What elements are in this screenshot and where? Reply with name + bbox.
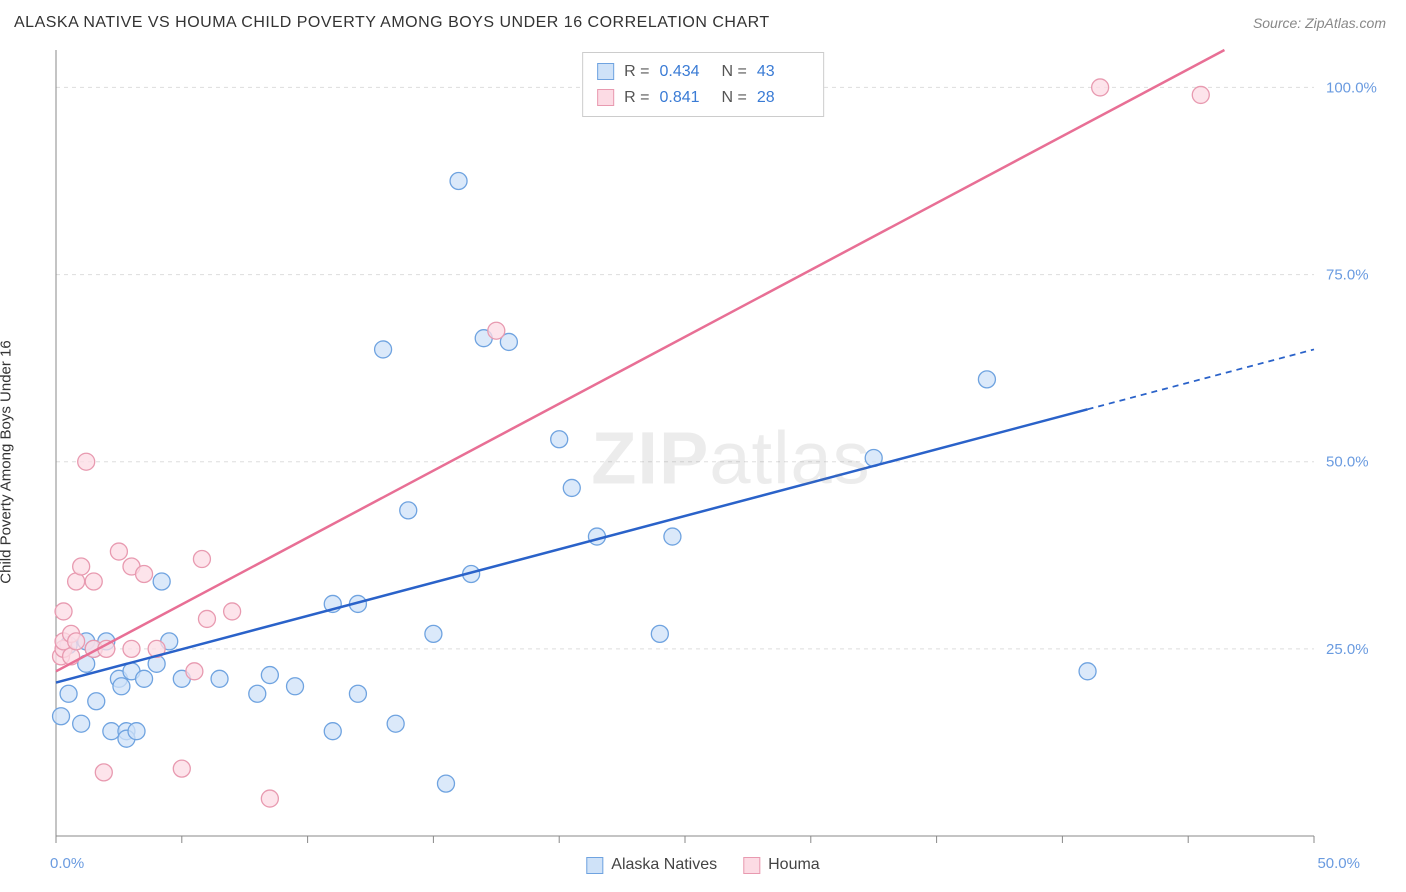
chart-area: Child Poverty Among Boys Under 16 25.0%5… bbox=[14, 46, 1392, 878]
stat-n-value: 43 bbox=[757, 59, 809, 85]
svg-text:25.0%: 25.0% bbox=[1326, 641, 1369, 658]
x-axis-max-label: 50.0% bbox=[1317, 855, 1360, 872]
svg-text:50.0%: 50.0% bbox=[1326, 454, 1369, 471]
stat-n-label: N = bbox=[722, 59, 747, 85]
legend-label: Alaska Natives bbox=[611, 856, 717, 874]
series-legend: Alaska Natives Houma bbox=[586, 856, 819, 874]
source-prefix: Source: bbox=[1253, 15, 1305, 31]
stats-legend-row: R = 0.434 N = 43 bbox=[597, 59, 809, 85]
legend-swatch bbox=[743, 857, 760, 874]
chart-title: ALASKA NATIVE VS HOUMA CHILD POVERTY AMO… bbox=[14, 14, 770, 32]
scatter-plot: 25.0% 50.0% 75.0% 100.0% bbox=[14, 46, 1392, 878]
stat-n-label: N = bbox=[722, 85, 747, 111]
stat-r-label: R = bbox=[624, 85, 649, 111]
legend-swatch bbox=[597, 89, 614, 106]
legend-item: Houma bbox=[743, 856, 820, 874]
svg-text:75.0%: 75.0% bbox=[1326, 267, 1369, 284]
stat-r-value: 0.841 bbox=[660, 85, 712, 111]
chart-source: Source: ZipAtlas.com bbox=[1253, 15, 1386, 31]
svg-text:100.0%: 100.0% bbox=[1326, 79, 1377, 96]
x-axis-min-label: 0.0% bbox=[50, 855, 84, 872]
legend-item: Alaska Natives bbox=[586, 856, 717, 874]
stat-r-label: R = bbox=[624, 59, 649, 85]
stat-r-value: 0.434 bbox=[660, 59, 712, 85]
y-axis-label: Child Poverty Among Boys Under 16 bbox=[0, 340, 15, 583]
legend-swatch bbox=[597, 63, 614, 80]
legend-label: Houma bbox=[768, 856, 820, 874]
stat-n-value: 28 bbox=[757, 85, 809, 111]
legend-swatch bbox=[586, 857, 603, 874]
chart-header: ALASKA NATIVE VS HOUMA CHILD POVERTY AMO… bbox=[0, 0, 1406, 46]
stats-legend-row: R = 0.841 N = 28 bbox=[597, 85, 809, 111]
stats-legend: R = 0.434 N = 43 R = 0.841 N = 28 bbox=[582, 52, 824, 117]
source-name: ZipAtlas.com bbox=[1305, 15, 1386, 31]
